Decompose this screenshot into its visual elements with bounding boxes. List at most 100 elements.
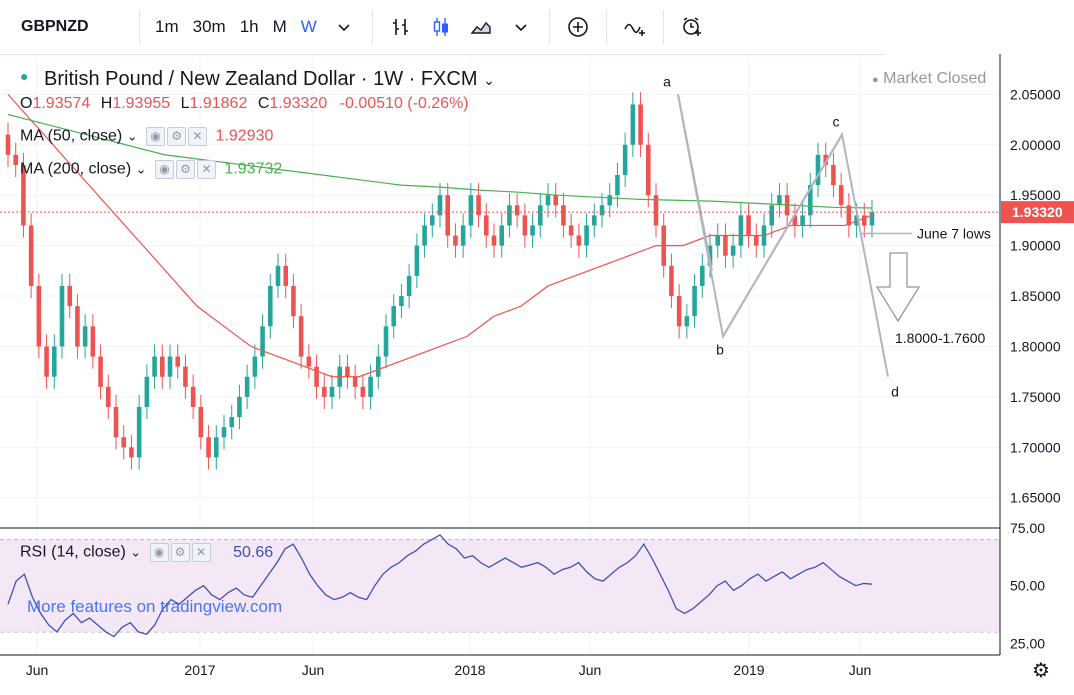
toolbar-divider (662, 10, 664, 44)
last-price-tag (1001, 201, 1074, 224)
close-icon[interactable]: ✕ (196, 160, 216, 179)
gear-icon[interactable]: ⚙ (167, 127, 187, 146)
chevron-down-icon[interactable]: ⌄ (126, 128, 138, 144)
candle-body (460, 225, 466, 246)
rsi-label: RSI (14, close) (20, 543, 126, 561)
interval-w[interactable]: W (300, 17, 317, 36)
eye-icon[interactable]: ◉ (154, 160, 174, 179)
dropdown-icon[interactable] (327, 10, 361, 44)
interval-m[interactable]: M (272, 17, 287, 36)
candle-body (483, 215, 489, 236)
toolbar-divider (548, 10, 550, 44)
candle-body (399, 296, 404, 307)
dropdown-icon[interactable] (504, 10, 538, 44)
candle-body (113, 406, 119, 438)
candle-body (854, 215, 859, 226)
candle-body (584, 225, 589, 246)
candle-body (630, 104, 636, 145)
ma50-legend[interactable]: MA (50, close) ⌄ ◉ ⚙ ✕ 1.92930 (20, 127, 273, 146)
gear-icon[interactable]: ⚙ (170, 543, 190, 562)
candle-body (260, 326, 265, 357)
price-tick-label: 2.00000 (1010, 137, 1061, 153)
candle-body (221, 427, 227, 438)
interval-30m[interactable]: 30m (192, 17, 226, 36)
candle-body (5, 134, 11, 155)
candle-body (82, 326, 88, 347)
rsi-tick-label: 75.00 (1010, 520, 1045, 536)
candle-body (152, 356, 157, 377)
last-price-label: 1.93320 (1012, 204, 1063, 220)
candle-body (167, 356, 173, 377)
candle-style-icon[interactable] (424, 10, 458, 44)
time-tick-label: Jun (26, 662, 49, 678)
price-tick-label: 1.80000 (1010, 338, 1061, 354)
candle-body (429, 215, 435, 226)
rsi-value: 50.66 (233, 543, 274, 561)
candle-body (537, 205, 543, 226)
candle-body (692, 285, 697, 317)
candle-body (422, 225, 427, 246)
candle-body (676, 296, 682, 327)
status-dot-icon: ● (872, 74, 879, 86)
chevron-down-icon[interactable]: ⌄ (130, 544, 142, 560)
add-compare-icon[interactable] (561, 10, 595, 44)
candle-body (229, 417, 235, 428)
eye-icon[interactable]: ◉ (149, 543, 169, 562)
candle-body (568, 225, 574, 236)
candle-body (591, 215, 597, 226)
candle-body (244, 376, 250, 397)
june-lows-label: June 7 lows (917, 226, 991, 242)
toolbar-divider (605, 10, 607, 44)
rsi-legend[interactable]: RSI (14, close) ⌄ ◉ ⚙ ✕ 50.66 (20, 543, 273, 562)
ma50-label: MA (50, close) (20, 127, 123, 145)
interval-1m[interactable]: 1m (155, 17, 179, 36)
candle-body (514, 205, 520, 216)
ma200-legend[interactable]: MA (200, close) ⌄ ◉ ⚙ ✕ 1.93732 (20, 160, 282, 179)
candle-body (638, 104, 643, 145)
candle-body (653, 195, 659, 226)
candle-body (522, 215, 528, 236)
time-tick-label: Jun (579, 662, 602, 678)
eye-icon[interactable]: ◉ (146, 127, 166, 146)
gear-icon[interactable]: ⚙ (175, 160, 195, 179)
symbol-search[interactable]: GBPNZD (21, 18, 89, 35)
candle-body (753, 235, 759, 246)
chevron-down-icon[interactable]: ⌄ (135, 161, 147, 177)
change-value: -0.00510 (-0.26%) (339, 95, 469, 112)
candle-body (661, 225, 667, 266)
chevron-down-icon[interactable]: ⌄ (483, 72, 495, 88)
candle-body (406, 275, 412, 297)
candle-body (699, 265, 705, 286)
candle-body (275, 265, 281, 286)
candle-body (252, 356, 258, 377)
candle-body (345, 366, 350, 377)
price-tick-label: 1.70000 (1010, 439, 1061, 455)
candle-body (213, 437, 219, 458)
candle-body (453, 235, 458, 246)
candle-body (507, 205, 512, 226)
gear-icon[interactable]: ⚙ (1032, 660, 1050, 682)
candle-body (738, 215, 744, 246)
candle-body (352, 376, 358, 387)
close-icon[interactable]: ✕ (191, 543, 211, 562)
watermark[interactable]: More features on tradingview.com (27, 597, 283, 616)
candle-body (723, 235, 728, 256)
candle-body (576, 235, 582, 246)
interval-1h[interactable]: 1h (239, 17, 259, 36)
candle-body (129, 447, 134, 458)
chart-title: British Pound / New Zealand Dollar · 1W … (44, 68, 478, 90)
candle-body (13, 154, 19, 165)
candle-body (669, 265, 674, 297)
close-icon[interactable]: ✕ (188, 127, 208, 146)
toolbar-divider (139, 10, 140, 44)
high-value: 1.93955 (112, 95, 171, 112)
price-tick-label: 1.65000 (1010, 490, 1061, 506)
candle-body (769, 205, 775, 226)
candle-body (67, 285, 73, 307)
legend-dot-icon: ● (20, 68, 29, 84)
alert-icon[interactable] (675, 10, 709, 44)
area-style-icon[interactable] (464, 10, 498, 44)
bar-style-icon[interactable] (384, 10, 418, 44)
indicators-icon[interactable] (618, 10, 652, 44)
candle-body (807, 185, 813, 216)
